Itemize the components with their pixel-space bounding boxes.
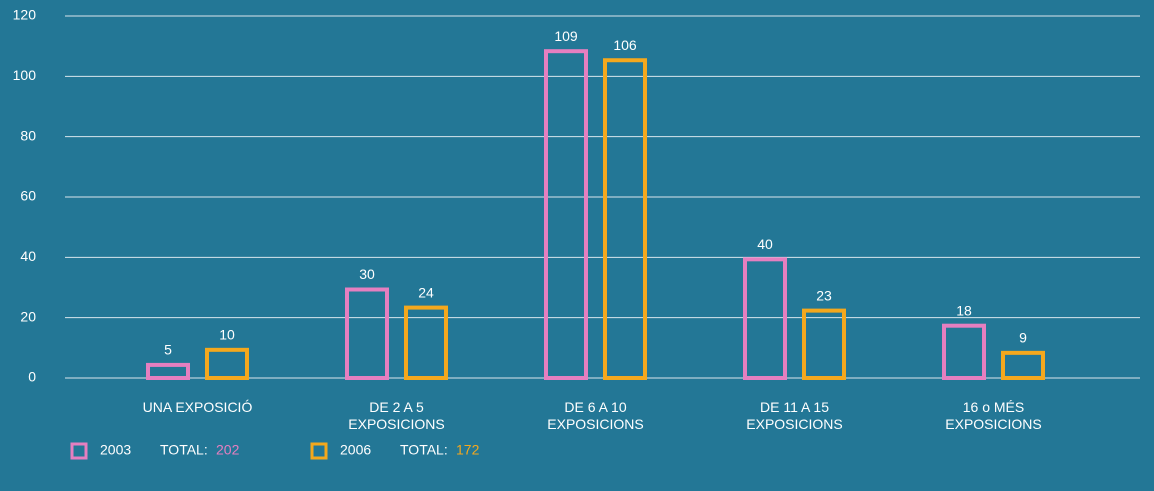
value-label: 10 (219, 327, 235, 343)
bar (205, 347, 249, 381)
y-tick-label: 40 (20, 248, 36, 264)
bar (603, 58, 647, 380)
legend-total-label: TOTAL: (400, 442, 448, 458)
bar (146, 362, 190, 380)
legend-label: 2006 (340, 442, 371, 458)
legend-label: 2003 (100, 442, 131, 458)
legend-swatch (310, 442, 328, 460)
value-label: 5 (164, 342, 172, 358)
bar (743, 257, 787, 381)
x-tick-label: DE 6 A 10 EXPOSICIONS (547, 399, 643, 432)
bar (1001, 350, 1045, 381)
value-label: 24 (418, 284, 434, 300)
value-label: 9 (1019, 330, 1027, 346)
x-tick-label: DE 2 A 5 EXPOSICIONS (348, 399, 444, 432)
y-tick-label: 60 (20, 188, 36, 204)
value-label: 18 (956, 302, 972, 318)
y-tick-label: 100 (13, 67, 37, 83)
bar (942, 323, 986, 381)
legend-total-label: TOTAL: (160, 442, 208, 458)
y-tick-label: 20 (20, 308, 36, 324)
legend-total: 172 (456, 442, 480, 458)
bar (404, 305, 448, 381)
value-label: 40 (757, 236, 773, 252)
y-tick-label: 0 (28, 369, 36, 385)
legend-total: 202 (216, 442, 240, 458)
value-label: 23 (816, 287, 832, 303)
value-label: 30 (359, 266, 375, 282)
bar (544, 49, 588, 381)
value-label: 109 (554, 28, 578, 44)
x-tick-label: 16 o MÉS EXPOSICIONS (945, 399, 1041, 432)
y-tick-label: 80 (20, 127, 36, 143)
value-label: 106 (613, 37, 637, 53)
bar (345, 287, 389, 380)
bar (802, 308, 846, 380)
y-tick-label: 120 (13, 7, 37, 23)
legend-swatch (70, 442, 88, 460)
x-tick-label: UNA EXPOSICIÓ (143, 399, 253, 415)
x-tick-label: DE 11 A 15 EXPOSICIONS (746, 399, 842, 432)
